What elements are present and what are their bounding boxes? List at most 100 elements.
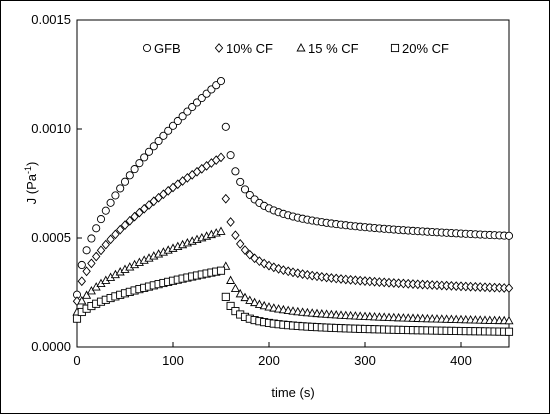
series-triangle — [72, 226, 514, 325]
data-point — [255, 256, 264, 267]
x-tick-label: 0 — [73, 353, 80, 368]
data-point — [125, 215, 134, 226]
data-point — [250, 297, 260, 307]
data-point — [250, 253, 259, 264]
data-point — [226, 217, 235, 227]
data-point — [77, 276, 86, 287]
data-point — [87, 234, 96, 243]
data-point — [116, 184, 125, 193]
data-point — [303, 270, 312, 280]
plot-border — [76, 19, 510, 348]
data-point — [279, 265, 288, 276]
series-diamond — [72, 152, 514, 307]
data-point — [130, 211, 139, 222]
data-point — [96, 215, 106, 224]
data-point — [82, 290, 92, 299]
data-point — [264, 302, 274, 311]
data-point — [72, 314, 82, 323]
data-point — [140, 153, 149, 162]
data-point — [106, 198, 115, 207]
y-axis-label-sup: -1 — [23, 166, 33, 174]
data-point — [154, 136, 163, 146]
x-tick-label: 100 — [162, 353, 184, 368]
data-point — [120, 177, 130, 186]
data-point — [236, 239, 245, 249]
data-point — [245, 295, 255, 304]
series-circle — [72, 76, 514, 299]
legend-marker — [296, 43, 306, 52]
data-point — [92, 251, 101, 262]
data-point — [92, 224, 101, 233]
data-point — [159, 131, 168, 140]
data-point — [168, 121, 178, 130]
data-point — [149, 196, 158, 207]
data-point — [216, 152, 226, 163]
data-point — [504, 231, 514, 240]
data-point — [254, 299, 264, 308]
legend-label: 10% CF — [226, 41, 273, 56]
x-tick-label: 200 — [258, 353, 280, 368]
data-point — [269, 262, 278, 273]
data-point — [230, 283, 240, 293]
data-point — [235, 288, 245, 298]
y-axis-label-close: ) — [24, 162, 39, 166]
data-point — [87, 258, 96, 269]
data-point — [120, 220, 130, 231]
data-point — [135, 159, 144, 168]
y-tick-label: 0.0000 — [31, 339, 71, 354]
plot-area — [76, 19, 510, 348]
data-point — [274, 263, 283, 274]
legend-item: 10% CF — [214, 41, 273, 56]
y-axis-label-main: J (Pa — [24, 173, 39, 204]
data-point — [245, 249, 254, 260]
data-point — [298, 269, 307, 280]
axis-ticks: 0 100 200 300 400 0.0000 0.0005 0.0010 0.0015 — [31, 12, 472, 368]
data-point — [259, 300, 269, 310]
data-point — [226, 301, 235, 310]
x-axis-label: time (s) — [271, 385, 314, 400]
x-tick-label: 400 — [450, 353, 472, 368]
data-point — [221, 193, 230, 204]
legend-label: 15 % CF — [308, 41, 359, 56]
data-point — [226, 151, 235, 160]
y-axis-label: J (Pa-1) — [23, 162, 39, 205]
series-square — [72, 266, 514, 336]
data-point — [72, 296, 82, 307]
data-point — [140, 203, 149, 214]
data-point — [101, 206, 110, 215]
legend: GFB 10% CF 15 % CF 20% CF — [142, 41, 449, 56]
data-point — [293, 268, 302, 279]
y-tick-label: 0.0010 — [31, 121, 71, 136]
data-point — [106, 234, 115, 245]
legend-marker — [142, 43, 152, 53]
data-point — [221, 292, 230, 301]
data-point — [111, 191, 120, 200]
data-point — [116, 224, 125, 235]
legend-marker — [214, 43, 224, 53]
data-point — [82, 246, 91, 255]
data-point — [149, 142, 158, 151]
data-point — [77, 260, 86, 270]
data-point — [135, 207, 144, 218]
data-point — [216, 226, 226, 235]
data-point — [164, 126, 173, 135]
legend-item: 20% CF — [390, 41, 449, 56]
data-point — [240, 185, 250, 194]
data-point — [125, 171, 134, 180]
data-point — [101, 239, 110, 250]
data-point — [111, 229, 120, 240]
data-point — [96, 245, 106, 256]
data-point — [173, 116, 182, 126]
data-point — [240, 245, 250, 255]
legend-label: GFB — [154, 41, 181, 56]
data-point — [231, 230, 240, 241]
data-point — [231, 167, 240, 176]
data-point — [240, 292, 250, 302]
legend-marker — [390, 43, 400, 53]
data-point — [504, 327, 514, 336]
data-point — [236, 177, 245, 186]
legend-item: GFB — [142, 41, 181, 56]
data-point — [504, 315, 514, 325]
legend-item: 15 % CF — [296, 41, 359, 56]
